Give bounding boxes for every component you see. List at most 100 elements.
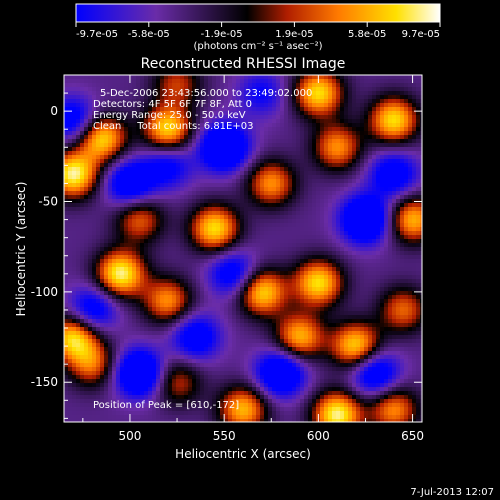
heatmap-cell [400, 75, 405, 80]
heatmap-cell [116, 87, 121, 92]
heatmap-cell [184, 235, 189, 240]
heatmap-cell [92, 155, 97, 160]
heatmap-cell [352, 219, 357, 224]
heatmap-cell [180, 243, 185, 248]
heatmap-cell [64, 155, 69, 160]
heatmap-cell [404, 203, 409, 208]
heatmap-cell [92, 211, 97, 216]
heatmap-cell [68, 123, 73, 128]
heatmap-cell [204, 243, 209, 248]
heatmap-cell [284, 215, 289, 220]
heatmap-cell [360, 187, 365, 192]
heatmap-cell [400, 203, 405, 208]
heatmap-cell [256, 191, 261, 196]
heatmap-cell [260, 123, 265, 128]
heatmap-cell [260, 223, 265, 228]
heatmap-cell [364, 123, 369, 128]
heatmap-cell [416, 147, 421, 152]
heatmap-cell [164, 131, 169, 136]
heatmap-cell [344, 259, 349, 264]
heatmap-cell [80, 115, 85, 120]
heatmap-cell [116, 111, 121, 116]
heatmap-cell [340, 179, 345, 184]
heatmap-cell [420, 139, 422, 144]
heatmap-cell [116, 271, 121, 276]
heatmap-cell [64, 215, 69, 220]
heatmap-cell [72, 163, 77, 168]
heatmap-cell [208, 123, 213, 128]
heatmap-cell [96, 79, 101, 84]
heatmap-cell [292, 91, 297, 96]
heatmap-cell [176, 195, 181, 200]
heatmap-cell [348, 127, 353, 132]
heatmap-cell [224, 111, 229, 116]
heatmap-cell [400, 267, 405, 272]
heatmap-cell [168, 79, 173, 84]
heatmap-cell [280, 127, 285, 132]
heatmap-cell [64, 279, 69, 284]
heatmap-cell [268, 187, 273, 192]
heatmap-cell [96, 223, 101, 228]
heatmap-cell [200, 263, 205, 268]
heatmap-cell [88, 255, 93, 260]
heatmap-cell [400, 119, 405, 124]
heatmap-cell [376, 103, 381, 108]
heatmap-cell [412, 99, 417, 104]
heatmap-cell [124, 231, 129, 236]
heatmap-cell [224, 163, 229, 168]
heatmap-cell [88, 99, 93, 104]
heatmap-cell [288, 95, 293, 100]
heatmap-cell [404, 283, 409, 288]
heatmap-cell [88, 103, 93, 108]
heatmap-cell [104, 79, 109, 84]
heatmap-cell [360, 235, 365, 240]
heatmap-cell [344, 131, 349, 136]
heatmap-cell [176, 187, 181, 192]
heatmap-cell [240, 199, 245, 204]
heatmap-cell [380, 179, 385, 184]
heatmap-cell [304, 267, 309, 272]
heatmap-cell [240, 107, 245, 112]
heatmap-cell [220, 151, 225, 156]
heatmap-cell [144, 79, 149, 84]
heatmap-cell [80, 207, 85, 212]
heatmap-cell [76, 219, 81, 224]
heatmap-cell [212, 143, 217, 148]
heatmap-cell [196, 147, 201, 152]
heatmap-cell [308, 291, 313, 296]
heatmap-cell [376, 171, 381, 176]
heatmap-cell [376, 135, 381, 140]
heatmap-cell [172, 275, 177, 280]
heatmap-cell [376, 279, 381, 284]
heatmap-cell [104, 255, 109, 260]
heatmap-cell [244, 131, 249, 136]
heatmap-cell [412, 139, 417, 144]
heatmap-cell [156, 183, 161, 188]
heatmap-cell [348, 291, 353, 296]
heatmap-cell [108, 219, 113, 224]
heatmap-cell [288, 131, 293, 136]
heatmap-cell [76, 211, 81, 216]
heatmap-cell [316, 235, 321, 240]
heatmap-cell [272, 171, 277, 176]
heatmap-cell [396, 111, 401, 116]
heatmap-cell [296, 91, 301, 96]
heatmap-cell [160, 255, 165, 260]
heatmap-cell [292, 259, 297, 264]
heatmap-cell [272, 259, 277, 264]
heatmap-cell [292, 167, 297, 172]
heatmap-cell [392, 211, 397, 216]
heatmap-cell [272, 83, 277, 88]
heatmap-cell [316, 163, 321, 168]
heatmap-cell [292, 215, 297, 220]
heatmap-cell [396, 167, 401, 172]
heatmap-cell [260, 111, 265, 116]
heatmap-cell [284, 207, 289, 212]
heatmap-cell [328, 171, 333, 176]
heatmap-cell [316, 95, 321, 100]
heatmap-cell [276, 87, 281, 92]
heatmap-cell [280, 87, 285, 92]
heatmap-cell [372, 187, 377, 192]
heatmap-cell [196, 79, 201, 84]
heatmap-cell [336, 231, 341, 236]
